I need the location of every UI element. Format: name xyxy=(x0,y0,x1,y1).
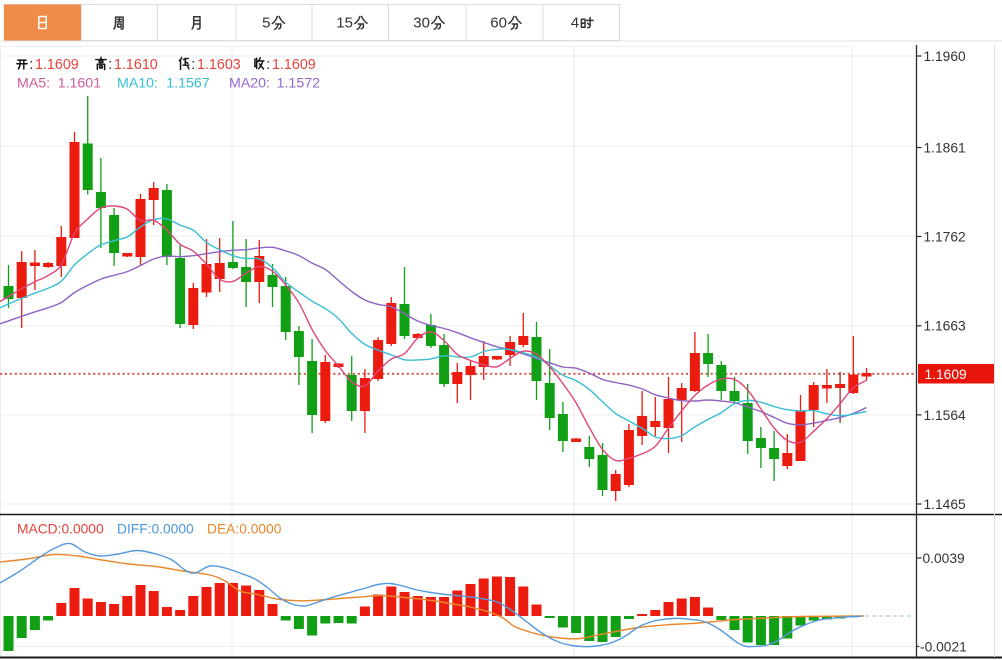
svg-text:0.0039: 0.0039 xyxy=(923,551,966,566)
svg-text:1.1564: 1.1564 xyxy=(924,408,967,423)
svg-text:60: 60 xyxy=(490,15,507,32)
svg-text:1.1960: 1.1960 xyxy=(924,49,967,64)
svg-text::: : xyxy=(191,57,195,73)
svg-text:1.1601: 1.1601 xyxy=(58,75,102,91)
svg-text::: : xyxy=(29,57,33,73)
svg-text:1.1465: 1.1465 xyxy=(924,497,967,512)
svg-text:1.1610: 1.1610 xyxy=(114,57,158,73)
svg-text:DEA:0.0000: DEA:0.0000 xyxy=(207,522,282,537)
svg-text::: : xyxy=(108,57,112,73)
svg-text:MA10:: MA10: xyxy=(117,75,158,91)
svg-text:MA5:: MA5: xyxy=(17,75,50,91)
svg-text:4: 4 xyxy=(571,15,579,32)
svg-text:1.1603: 1.1603 xyxy=(197,57,241,73)
svg-text:30: 30 xyxy=(413,15,430,32)
svg-text:1.1572: 1.1572 xyxy=(277,75,321,91)
svg-text:1.1762: 1.1762 xyxy=(924,229,966,244)
svg-text::: : xyxy=(266,57,270,73)
svg-text:1.1609: 1.1609 xyxy=(35,57,79,73)
svg-text:1.1861: 1.1861 xyxy=(924,140,966,155)
svg-text:DIFF:0.0000: DIFF:0.0000 xyxy=(117,522,194,537)
svg-text:1.1567: 1.1567 xyxy=(166,75,210,91)
svg-text:5: 5 xyxy=(262,15,270,32)
svg-text:MA20:: MA20: xyxy=(229,75,270,91)
svg-text:-0.0021: -0.0021 xyxy=(920,639,967,654)
svg-text:1.1663: 1.1663 xyxy=(924,319,967,334)
svg-text:15: 15 xyxy=(336,15,353,32)
svg-text:1.1609: 1.1609 xyxy=(925,367,968,382)
svg-text:MACD:0.0000: MACD:0.0000 xyxy=(17,522,104,537)
svg-text:1.1609: 1.1609 xyxy=(272,57,316,73)
